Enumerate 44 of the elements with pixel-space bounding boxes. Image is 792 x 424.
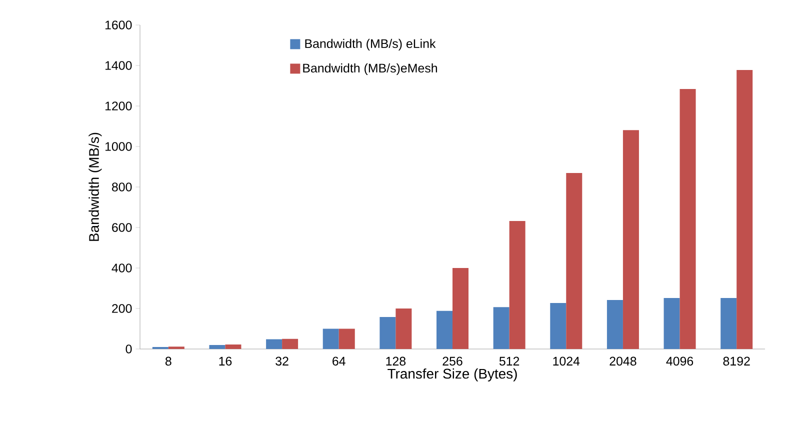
x-axis-title: Transfer Size (Bytes) [388,368,517,382]
bar [452,268,469,349]
x-tick-label: 256 [442,356,462,366]
y-tick-label: 1200 [105,102,132,110]
y-tick-label: 600 [112,223,132,232]
bar [282,338,298,349]
bar [680,88,696,349]
y-tick-label: 800 [112,182,132,192]
x-tick-label: 2048 [610,356,636,366]
y-tick-label: 1600 [105,20,132,30]
x-tick-label: 8192 [723,356,750,366]
x-tick-label: 128 [386,356,406,366]
bar [720,298,737,349]
bar [606,300,623,349]
bar [396,308,412,349]
bar [664,298,680,349]
bar [550,303,566,349]
bar [338,328,355,349]
bar [322,328,339,349]
x-tick-label: 8 [165,356,172,366]
bar [566,173,582,349]
bar [493,307,510,349]
bar [736,70,753,349]
legend-label: Bandwidth (MB/s)eMesh [303,63,437,76]
x-tick-label: 4096 [666,356,694,366]
y-tick-label: 0 [126,344,132,354]
y-tick-label: 1400 [105,61,132,70]
y-tick-label: 400 [112,264,132,272]
bar [436,310,453,349]
x-tick-label: 512 [499,356,520,366]
bar [380,317,396,349]
y-tick-label: 1000 [105,142,132,151]
y-tick-label: 200 [112,304,132,313]
bar [509,221,526,349]
x-tick-label: 1024 [553,356,580,366]
x-tick-label: 32 [276,356,288,366]
x-tick-label: 64 [332,356,346,366]
bar [225,344,242,349]
bar [209,344,226,349]
bar [266,339,282,349]
bar [622,130,639,349]
legend-label: Bandwidth (MB/s) eLink [305,38,436,51]
x-tick-label: 16 [219,356,232,366]
y-axis-title: Bandwidth (MB/s) [88,132,102,241]
